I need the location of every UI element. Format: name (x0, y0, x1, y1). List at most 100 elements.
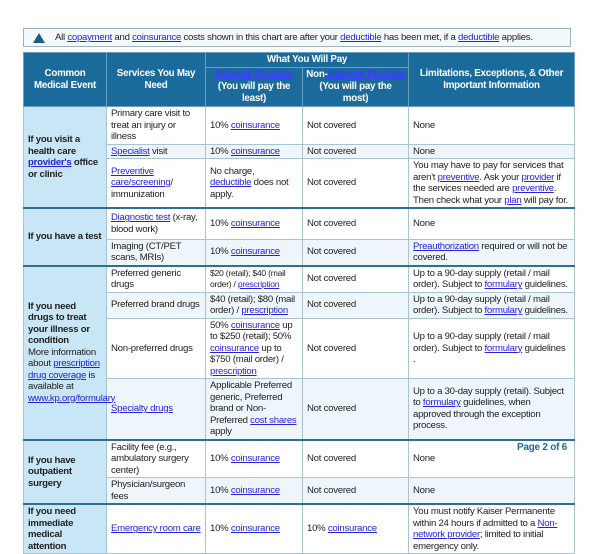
limits-cell: None (408, 143, 575, 159)
glossary-link[interactable]: copayment (67, 32, 113, 43)
text: up to $250 (retail); 50% (210, 319, 293, 343)
text: None (413, 119, 435, 131)
glossary-link[interactable]: Specialist (111, 145, 150, 157)
table-row: If you need immediate medical attention E… (23, 503, 575, 554)
glossary-link[interactable]: preventive (512, 183, 554, 194)
glossary-link[interactable]: prescription (210, 365, 257, 377)
text: 10% (210, 145, 231, 157)
text: / immunization (111, 177, 173, 200)
text: is available at (28, 369, 95, 393)
glossary-link[interactable]: cost shares (250, 414, 297, 426)
network-provider-link[interactable]: Network Provider (215, 69, 293, 80)
glossary-link[interactable]: coinsurance (327, 523, 377, 535)
service-cell: Preferred generic drugs (106, 264, 206, 293)
glossary-link[interactable]: Specialty drugs (111, 403, 173, 414)
glossary-link[interactable]: formulary (484, 342, 523, 354)
service-cell: Physician/surgeon fees (106, 477, 206, 505)
non-network-cell: Not covered (302, 158, 409, 209)
text: Not covered (307, 246, 356, 258)
text: Not covered (307, 145, 356, 157)
glossary-link[interactable]: deductible (340, 32, 382, 43)
medical-event: If you have outpatient surgery (23, 438, 107, 505)
deductible-notice: All copayment and coinsurance costs show… (23, 28, 571, 47)
glossary-link[interactable]: coinsurance (230, 523, 280, 535)
text: 10% (210, 453, 231, 464)
glossary-link[interactable]: prescription (237, 279, 280, 289)
glossary-link[interactable]: Diagnostic test (111, 212, 171, 224)
limits-cell: Up to a 90-day supply (retail / mail ord… (408, 317, 575, 379)
notice-text: All copayment and coinsurance costs show… (55, 32, 533, 43)
glossary-link[interactable]: coinsurance (132, 32, 182, 43)
text: 10% (210, 484, 231, 496)
text: You must notify Kaiser Permanente within… (413, 506, 555, 529)
coverage-table: Common Medical Event Services You May Ne… (23, 52, 575, 554)
text: More information about (28, 346, 96, 370)
text: None (413, 453, 435, 464)
header-event: Common Medical Event (23, 52, 107, 107)
text: 10% (210, 246, 231, 258)
text: visit (149, 145, 168, 157)
glossary-link[interactable]: Emergency room care (111, 523, 201, 535)
text: does not apply. (210, 177, 289, 200)
glossary-link[interactable]: deductible (458, 32, 500, 43)
glossary-link[interactable]: plan (504, 194, 522, 206)
non-network-cell: Not covered (302, 438, 409, 478)
text: None (413, 218, 435, 229)
glossary-link[interactable]: Preventive care/screening (111, 165, 171, 189)
glossary-link[interactable]: prescription drug coverage (28, 358, 100, 381)
glossary-link[interactable]: Preauthorization (413, 240, 479, 252)
text: Not covered (307, 403, 356, 414)
glossary-link[interactable]: deductible (210, 177, 252, 189)
table-row: If you need drugs to treat your illness … (23, 264, 575, 440)
non-network-cell: Not covered (302, 317, 409, 379)
non-prefix: Non- (306, 69, 328, 80)
text: costs shown in this chart are after your (181, 32, 341, 43)
network-cell: 10% coinsurance (205, 238, 303, 266)
text: If you need drugs to treat your illness … (28, 300, 90, 347)
text: office or clinic (28, 157, 99, 180)
text: None (413, 484, 435, 496)
table-row: Specialist visit 10% coinsurance Not cover… (24, 143, 575, 159)
glossary-link[interactable]: coinsurance (230, 119, 280, 131)
header-non-network: Non-Network Provider (You will pay the mo… (302, 67, 409, 107)
text: 10% (210, 119, 231, 131)
network-cell: 50% coinsurance up to $250 (retail); 50%… (205, 317, 303, 379)
glossary-link[interactable]: provider's (28, 157, 72, 168)
glossary-link[interactable]: coinsurance (230, 484, 280, 496)
glossary-link[interactable]: coinsurance (230, 319, 280, 331)
glossary-link[interactable]: coinsurance (230, 453, 280, 464)
text: (x-ray, blood work) (111, 212, 198, 235)
glossary-link[interactable]: www.kp.org/formulary (28, 392, 116, 404)
service-cell: Emergency room care (106, 503, 206, 554)
text: Imaging (CT/PET scans, MRIs) (111, 240, 182, 264)
glossary-link[interactable]: coinsurance (230, 218, 280, 229)
network-cell: 10% coinsurance (205, 106, 303, 145)
text: applies. (499, 32, 533, 43)
glossary-link[interactable]: coinsurance (210, 342, 259, 354)
header-limitations: Limitations, Exceptions, & Other Importa… (408, 52, 575, 107)
header-network-sub: (You will pay the least) (217, 81, 291, 104)
non-network-cell: Not covered (302, 378, 409, 440)
service-cell: Diagnostic test (x-ray, blood work) (106, 207, 206, 240)
event-note: More information about prescription drug… (28, 346, 115, 405)
service-cell: Specialty drugs (106, 378, 206, 440)
network-cell: 10% coinsurance (205, 438, 303, 478)
text: You may have to pay for services that ar… (413, 160, 564, 183)
non-network-provider-link[interactable]: Network Provider (327, 69, 405, 80)
glossary-link[interactable]: coinsurance (230, 145, 280, 157)
glossary-link[interactable]: coinsurance (230, 246, 280, 258)
glossary-link[interactable]: preventive (437, 171, 480, 183)
table-row: Preventive care/screening/ immunization N… (24, 158, 575, 209)
glossary-link[interactable]: formulary (484, 279, 523, 290)
text: Preferred generic drugs (111, 267, 181, 291)
text: Not covered (307, 177, 356, 189)
glossary-link[interactable]: prescription (241, 305, 288, 316)
text: Not covered (307, 299, 356, 311)
non-network-cell: Not covered (302, 477, 409, 505)
glossary-link[interactable]: provider (521, 171, 555, 183)
glossary-link[interactable]: formulary (484, 305, 523, 316)
page-number: Page 2 of 6 (516, 442, 567, 453)
glossary-link[interactable]: formulary (422, 397, 461, 409)
text: Not covered (307, 218, 356, 229)
service-cell: Non-preferred drugs (106, 317, 206, 379)
